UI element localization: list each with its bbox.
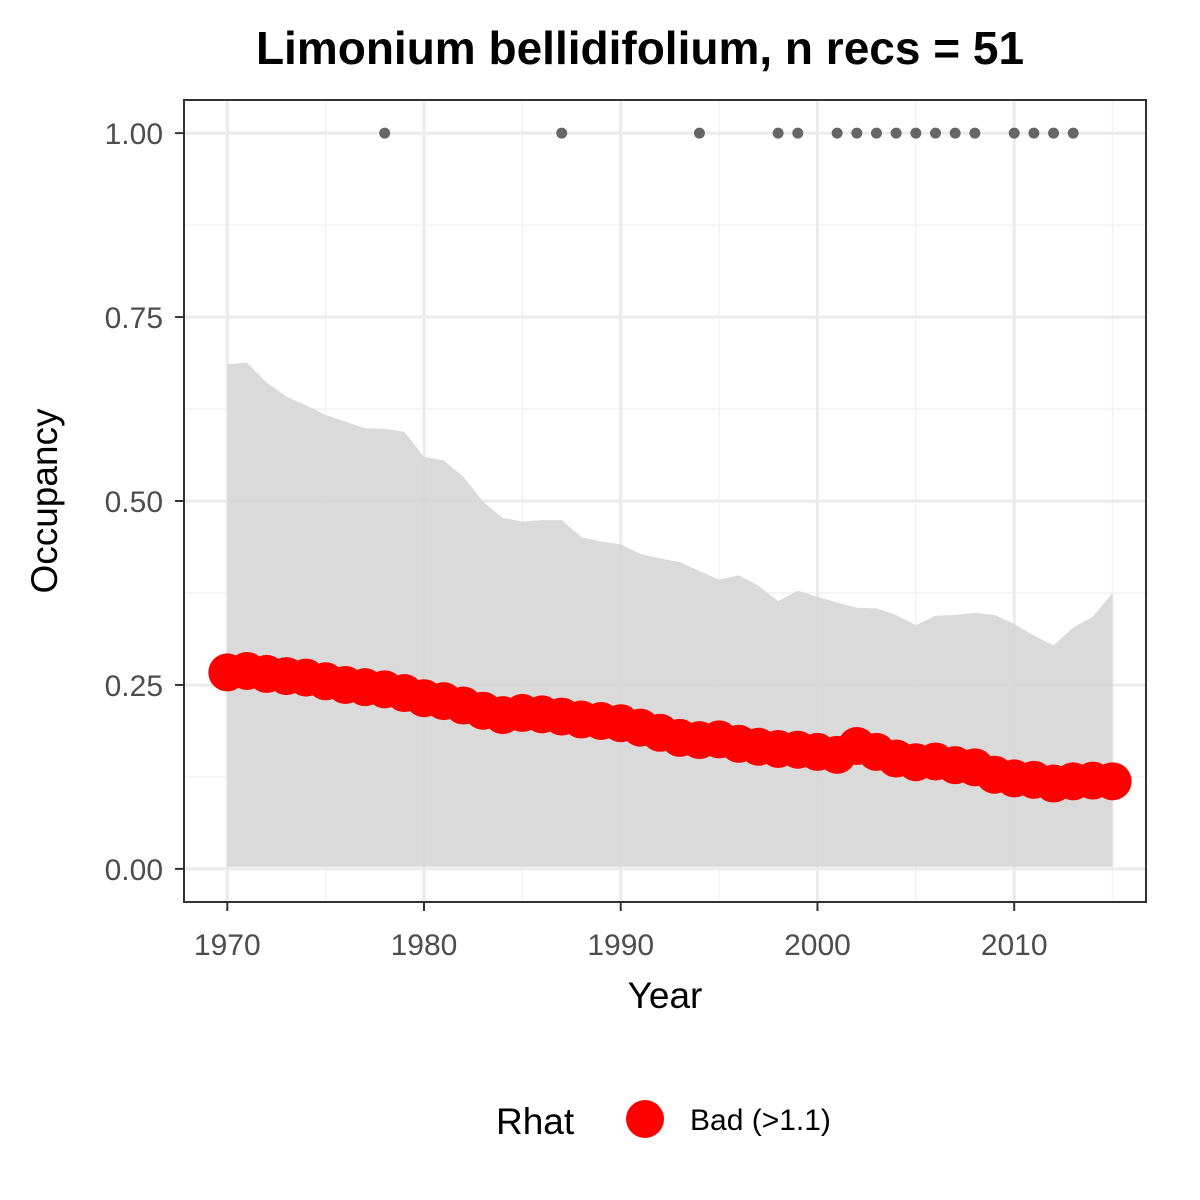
record-point xyxy=(379,127,391,139)
x-tick-label: 2010 xyxy=(981,929,1048,962)
record-point xyxy=(1067,127,1079,139)
y-tick-label: 0.00 xyxy=(105,854,163,887)
points-layer xyxy=(208,651,1132,803)
record-point xyxy=(1028,127,1040,139)
legend-title: Rhat xyxy=(496,1101,575,1142)
y-tick-label: 0.25 xyxy=(105,670,163,703)
y-axis-title: Occupancy xyxy=(24,408,65,594)
x-tick-label: 1990 xyxy=(587,929,654,962)
record-point xyxy=(949,127,961,139)
x-tick-label: 1980 xyxy=(391,929,458,962)
record-point xyxy=(930,127,942,139)
x-axis-title: Year xyxy=(628,975,703,1016)
y-tick-label: 1.00 xyxy=(105,118,163,151)
record-point xyxy=(1008,127,1020,139)
record-point xyxy=(556,127,568,139)
record-point xyxy=(831,127,843,139)
x-tick-label: 1970 xyxy=(194,929,261,962)
legend-label-bad: Bad (>1.1) xyxy=(690,1104,831,1137)
record-point xyxy=(890,127,902,139)
y-axis: 0.00 0.25 0.50 0.75 1.00 xyxy=(105,118,184,887)
records-layer xyxy=(379,127,1079,139)
legend-key-bad xyxy=(626,1100,664,1138)
record-point xyxy=(792,127,804,139)
chart-title: Limonium bellidifolium, n recs = 51 xyxy=(256,22,1024,74)
x-axis: 1970 1980 1990 2000 2010 xyxy=(194,902,1048,962)
y-tick-label: 0.75 xyxy=(105,302,163,335)
x-tick-label: 2000 xyxy=(784,929,851,962)
record-point xyxy=(1048,127,1060,139)
record-point xyxy=(693,127,705,139)
record-point xyxy=(851,127,863,139)
legend: Rhat Bad (>1.1) xyxy=(496,1100,831,1142)
plot-panel xyxy=(183,99,1147,903)
y-tick-label: 0.50 xyxy=(105,486,163,519)
record-point xyxy=(969,127,981,139)
occupancy-point xyxy=(1093,762,1132,801)
record-point xyxy=(870,127,882,139)
record-point xyxy=(772,127,784,139)
record-point xyxy=(910,127,922,139)
